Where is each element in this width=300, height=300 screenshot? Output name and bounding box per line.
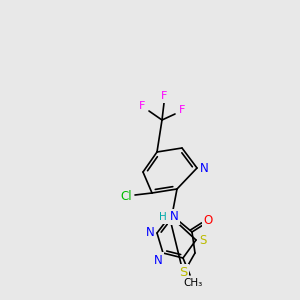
Text: N: N (146, 226, 154, 239)
Text: N: N (169, 211, 178, 224)
Text: F: F (161, 91, 167, 101)
Text: Cl: Cl (120, 190, 132, 203)
Text: S: S (199, 233, 207, 247)
Text: O: O (203, 214, 213, 226)
Text: S: S (179, 266, 187, 278)
Text: N: N (154, 254, 162, 266)
Text: CH₃: CH₃ (183, 278, 202, 288)
Text: H: H (159, 212, 167, 222)
Text: N: N (200, 161, 208, 175)
Text: F: F (139, 101, 145, 111)
Text: F: F (179, 105, 185, 115)
